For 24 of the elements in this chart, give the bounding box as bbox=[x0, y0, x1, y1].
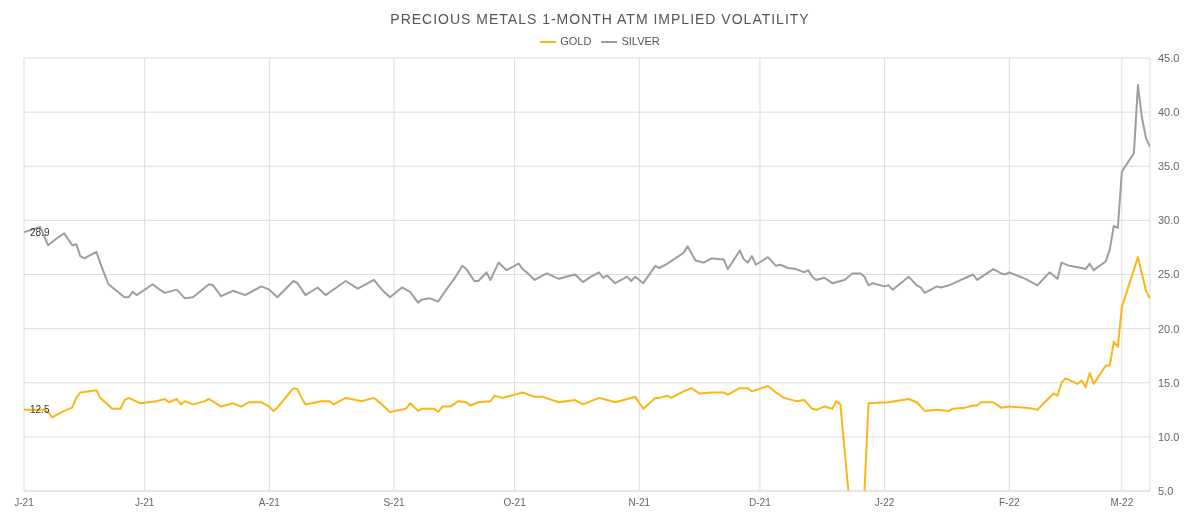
y-tick-label: 45.0 bbox=[1158, 51, 1180, 64]
x-tick-label: D-21 bbox=[749, 497, 772, 509]
legend-label: GOLD bbox=[560, 34, 592, 47]
y-tick-label: 20.0 bbox=[1158, 322, 1180, 335]
chart-title: PRECIOUS METALS 1-MONTH ATM IMPLIED VOLATILITY bbox=[389, 10, 811, 29]
y-tick-label: 30.0 bbox=[1158, 214, 1180, 227]
x-tick-label: J-21 bbox=[134, 497, 155, 509]
y-tick-label: 25.0 bbox=[1158, 268, 1180, 281]
x-tick-label: J-22 bbox=[874, 497, 895, 509]
legend-label: SILVER bbox=[621, 34, 660, 47]
x-tick-label: O-21 bbox=[503, 497, 527, 509]
y-tick-label: 40.0 bbox=[1158, 106, 1180, 119]
y-tick-label: 10.0 bbox=[1158, 430, 1180, 443]
y-tick-label: 35.0 bbox=[1158, 160, 1180, 173]
x-tick-label: F-22 bbox=[998, 497, 1020, 509]
y-tick-label: 5.0 bbox=[1158, 484, 1174, 497]
x-tick-label: J-21 bbox=[14, 497, 35, 509]
x-tick-label: A-21 bbox=[258, 497, 281, 509]
x-tick-label: N-21 bbox=[628, 497, 651, 509]
line-series bbox=[24, 84, 1150, 304]
x-tick-label: M-22 bbox=[1110, 497, 1134, 509]
x-tick-label: S-21 bbox=[383, 497, 405, 509]
annotation: 28.9 bbox=[30, 226, 50, 238]
y-tick-label: 15.0 bbox=[1158, 376, 1180, 389]
